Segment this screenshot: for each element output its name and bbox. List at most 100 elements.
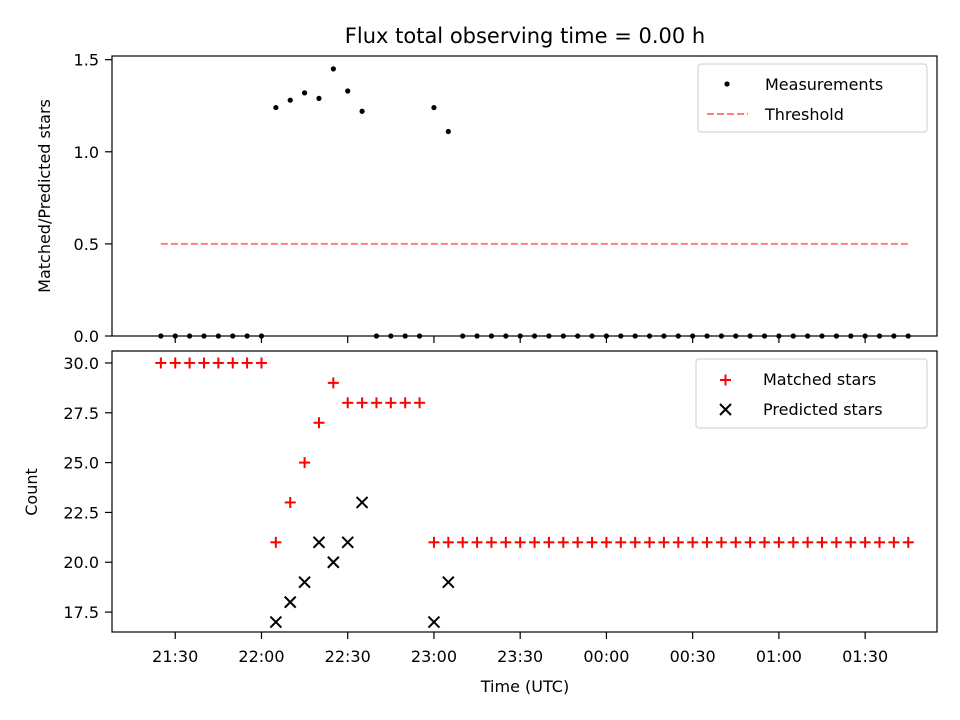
matched-star-point bbox=[471, 536, 483, 548]
legend-predicted-label: Predicted stars bbox=[763, 400, 883, 419]
matched-star-point bbox=[356, 397, 368, 409]
top-chart-title: Flux total observing time = 0.00 h bbox=[345, 24, 705, 48]
matched-star-point bbox=[859, 536, 871, 548]
matched-star-point bbox=[414, 397, 426, 409]
predicted-star-point bbox=[312, 536, 326, 549]
measurement-point bbox=[445, 128, 451, 135]
x-axis-label: Time (UTC) bbox=[480, 677, 569, 696]
matched-star-point bbox=[816, 536, 828, 548]
matched-star-point bbox=[730, 536, 742, 548]
matched-star-point bbox=[184, 357, 196, 369]
measurement-point bbox=[345, 88, 351, 94]
matched-star-point bbox=[370, 397, 382, 409]
legend-predicted-marker bbox=[719, 403, 732, 416]
matched-star-point bbox=[169, 357, 181, 369]
legend-threshold-label: Threshold bbox=[764, 105, 844, 124]
predicted-star-point bbox=[355, 496, 369, 509]
matched-star-point bbox=[543, 536, 555, 548]
top-data bbox=[158, 66, 911, 339]
x-tick-label: 23:30 bbox=[497, 647, 543, 666]
bottom-y-tick-label: 30.0 bbox=[63, 354, 99, 373]
matched-star-point bbox=[845, 536, 857, 548]
matched-star-point bbox=[485, 536, 497, 548]
matched-star-point bbox=[830, 536, 842, 548]
measurement-point bbox=[431, 104, 437, 111]
measurement-point bbox=[301, 90, 308, 96]
x-tick-label: 00:30 bbox=[670, 647, 716, 666]
matched-star-point bbox=[399, 397, 411, 409]
predicted-star-point bbox=[427, 615, 441, 629]
matched-star-point bbox=[342, 397, 354, 409]
matched-star-point bbox=[284, 496, 296, 508]
matched-star-point bbox=[701, 536, 713, 548]
top-ticks: 0.0 0.5 1.0 1.5 bbox=[74, 51, 866, 346]
matched-star-point bbox=[557, 536, 569, 548]
matched-star-point bbox=[313, 417, 325, 429]
measurement-point bbox=[316, 95, 322, 101]
x-tick-label: 21:30 bbox=[152, 647, 198, 666]
matched-star-point bbox=[155, 357, 167, 369]
legend-matched-marker bbox=[720, 374, 731, 386]
matched-star-point bbox=[902, 536, 914, 548]
matched-star-point bbox=[644, 536, 656, 548]
predicted-star-point bbox=[442, 575, 455, 589]
matched-star-point bbox=[600, 536, 612, 548]
bottom-y-tick-label: 22.5 bbox=[63, 503, 99, 522]
matched-star-point bbox=[888, 536, 900, 548]
predicted-star-point bbox=[284, 595, 297, 609]
matched-star-point bbox=[773, 536, 785, 548]
x-tick-label: 22:00 bbox=[238, 647, 284, 666]
matched-star-point bbox=[529, 536, 541, 548]
measurement-point bbox=[330, 66, 336, 72]
matched-star-point bbox=[615, 536, 627, 548]
matched-star-point bbox=[212, 357, 224, 369]
matched-star-point bbox=[572, 536, 584, 548]
matched-star-point bbox=[299, 457, 311, 469]
measurement-point bbox=[287, 97, 293, 103]
matched-star-point bbox=[270, 536, 282, 548]
top-y-tick-label: 0.0 bbox=[74, 327, 99, 346]
matched-star-point bbox=[629, 536, 641, 548]
x-tick-label: 22:30 bbox=[325, 647, 371, 666]
legend-measurements-marker bbox=[724, 81, 730, 87]
x-tick-label: 01:00 bbox=[756, 647, 802, 666]
matched-star-point bbox=[802, 536, 814, 548]
bottom-y-tick-label: 20.0 bbox=[63, 553, 99, 572]
matched-star-point bbox=[514, 536, 526, 548]
matched-star-point bbox=[241, 357, 253, 369]
top-y-tick-label: 0.5 bbox=[74, 235, 99, 254]
predicted-star-point bbox=[341, 536, 354, 549]
matched-star-point bbox=[672, 536, 684, 548]
matched-star-point bbox=[385, 397, 397, 409]
bottom-ticks: 17.5 20.0 22.5 25.0 27.5 30.0 21:30 22:00 22:30 2… bbox=[63, 354, 888, 666]
matched-star-point bbox=[327, 377, 339, 389]
measurement-point bbox=[359, 108, 365, 114]
matched-star-point bbox=[715, 536, 727, 548]
bottom-data bbox=[155, 357, 914, 629]
bottom-y-tick-label: 25.0 bbox=[63, 454, 99, 473]
matched-star-point bbox=[198, 357, 210, 369]
top-legend: Measurements Threshold bbox=[697, 63, 928, 133]
matched-star-point bbox=[874, 536, 886, 548]
bottom-y-tick-label: 27.5 bbox=[63, 404, 99, 423]
bottom-legend: Matched stars Predicted stars bbox=[695, 358, 928, 429]
matched-star-point bbox=[744, 536, 756, 548]
predicted-star-point bbox=[269, 615, 283, 629]
top-y-tick-label: 1.5 bbox=[74, 51, 99, 70]
matched-star-point bbox=[428, 536, 440, 548]
matched-star-point bbox=[787, 536, 799, 548]
matched-star-point bbox=[687, 536, 699, 548]
predicted-star-point bbox=[327, 556, 340, 569]
bottom-y-axis-label: Count bbox=[22, 468, 41, 516]
top-y-tick-label: 1.0 bbox=[74, 143, 99, 162]
measurement-point bbox=[273, 104, 279, 111]
matched-star-point bbox=[457, 536, 469, 548]
bottom-plot-frame bbox=[111, 350, 938, 633]
top-legend-box bbox=[697, 63, 928, 133]
top-y-axis-label: Matched/Predicted stars bbox=[35, 99, 54, 293]
matched-star-point bbox=[255, 357, 267, 369]
matched-star-point bbox=[227, 357, 239, 369]
matched-star-point bbox=[500, 536, 512, 548]
matched-star-point bbox=[759, 536, 771, 548]
